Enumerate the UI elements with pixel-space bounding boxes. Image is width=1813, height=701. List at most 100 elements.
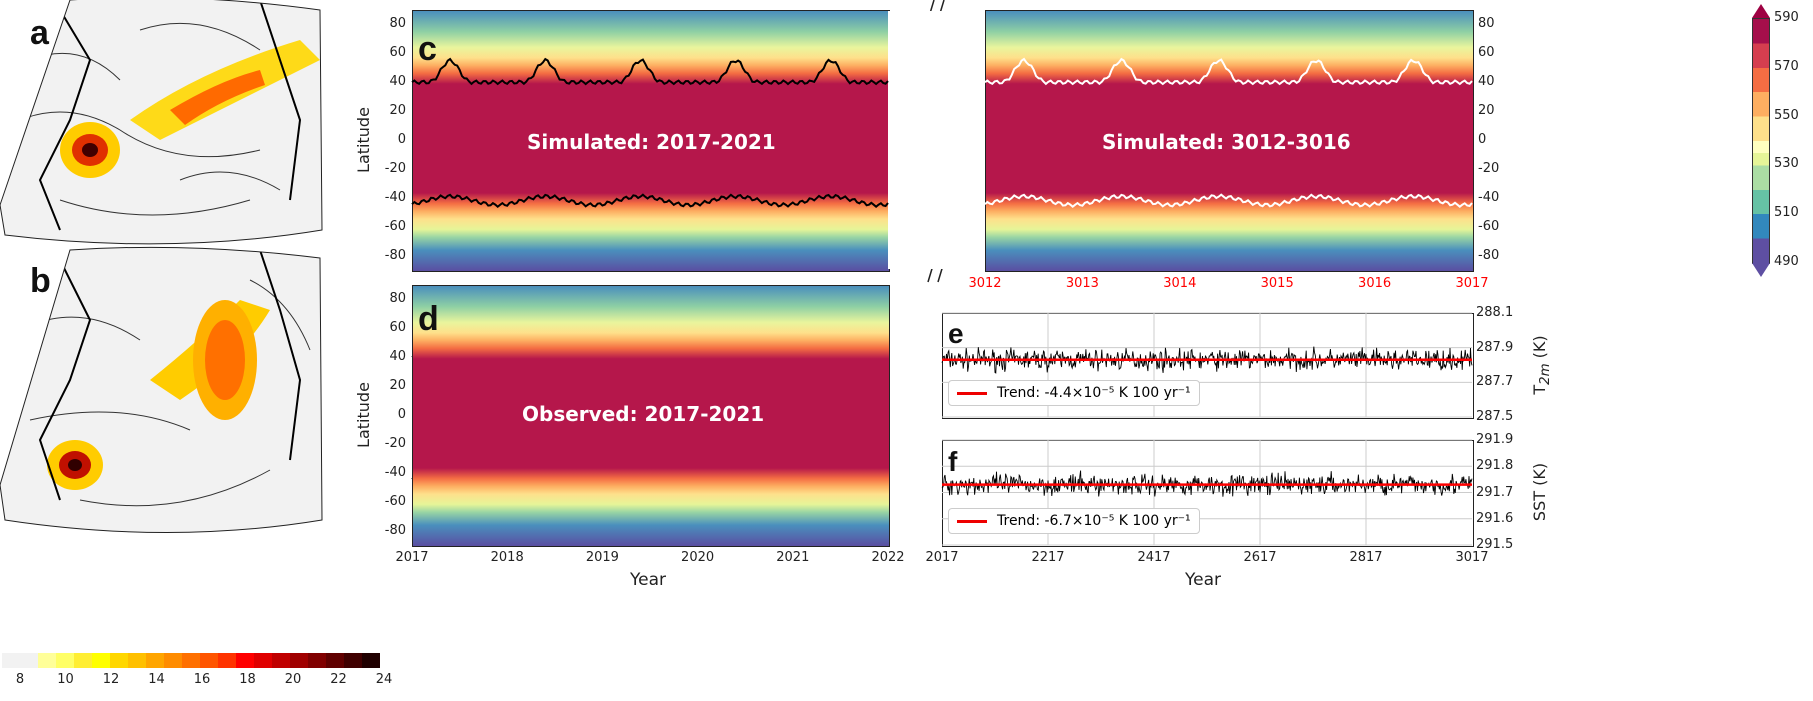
axis-break-marks (888, 0, 985, 283)
d-ytick: 0 (397, 407, 406, 422)
f-xtick: 2217 (1031, 550, 1065, 565)
windspeed-tick: 10 (57, 672, 74, 687)
c-xtick: 3014 (1163, 276, 1197, 291)
windspeed-color-bin (254, 653, 272, 668)
windspeed-color-bin (92, 653, 110, 668)
windspeed-tick: 18 (239, 672, 256, 687)
timeseries-e (942, 313, 1474, 419)
e-ytick: 287.9 (1476, 339, 1514, 355)
windspeed-color-bin (74, 653, 92, 668)
f-xtick: 3017 (1455, 550, 1489, 565)
windspeed-color-bin (200, 653, 218, 668)
c-right-ytick: -80 (1478, 247, 1500, 263)
e-ytick: 287.5 (1476, 409, 1514, 425)
f-ytick: 291.5 (1476, 537, 1514, 552)
c-xtick: 3015 (1260, 276, 1294, 291)
legend-e-text: Trend: -4.4×10⁻⁵ K 100 yr⁻¹ (997, 385, 1191, 401)
windspeed-color-bin (290, 653, 308, 668)
z500-colorbar-tick: 590 (1774, 10, 1799, 25)
d-xtick: 2020 (681, 550, 715, 565)
c-ytick: 40 (389, 74, 406, 90)
f-ytick: 291.9 (1476, 432, 1514, 447)
f-ytick: 291.8 (1476, 458, 1514, 474)
hovmoller-d (412, 285, 890, 547)
e-ylabel-sub: 2m (1538, 363, 1554, 385)
title-observed: Observed: 2017-2021 (522, 402, 765, 426)
c-ytick: 0 (397, 132, 406, 147)
f-ylabel: SST (K) (1530, 462, 1549, 522)
panel-label-b: b (30, 262, 51, 300)
z500-colorbar-tick: 550 (1774, 107, 1799, 123)
windspeed-tick: 12 (102, 672, 120, 687)
windspeed-color-bin (146, 653, 164, 668)
c-right-ytick: -60 (1478, 218, 1500, 234)
d-ytick: -20 (384, 435, 406, 451)
windspeed-colorbar (2, 653, 380, 668)
c-right-ytick: 80 (1478, 16, 1495, 32)
contour-line (984, 193, 1473, 208)
windspeed-color-bin (2, 653, 20, 668)
windspeed-color-bin (38, 653, 56, 668)
z500-colorbar-tick: 530 (1774, 156, 1799, 172)
windspeed-tick: 20 (284, 672, 302, 687)
legend-trend-swatch (957, 519, 987, 523)
c-ytick: 20 (389, 103, 406, 119)
colorbar-extend-max (1752, 4, 1770, 18)
f-xlabel: Year (1185, 570, 1221, 590)
z500-colorbar-tick: 570 (1774, 58, 1799, 74)
hovmoller-c-right (985, 10, 1474, 272)
windspeed-color-bin (218, 653, 236, 668)
contour-line (411, 193, 889, 209)
windspeed-color-bin (272, 653, 290, 668)
c-ytick: -80 (384, 247, 406, 263)
contour-line (984, 57, 1473, 86)
panel-label-f: f (948, 446, 958, 477)
e-ytick: 287.7 (1476, 374, 1514, 390)
c-xtick: 3013 (1065, 276, 1099, 291)
windspeed-color-bin (326, 653, 344, 668)
d-xlabel: Year (630, 570, 666, 590)
d-xtick: 2022 (871, 550, 905, 565)
windspeed-color-bin (344, 653, 362, 668)
c-ytick: -40 (384, 189, 406, 205)
f-xtick: 2017 (925, 550, 959, 565)
legend-f: Trend: -6.7×10⁻⁵ K 100 yr⁻¹ (948, 508, 1200, 534)
title-simulated-2017: Simulated: 2017-2021 (527, 130, 776, 154)
windspeed-tick: 8 (15, 672, 25, 687)
c-right-ytick: -20 (1478, 160, 1500, 176)
legend-f-text: Trend: -6.7×10⁻⁵ K 100 yr⁻¹ (997, 513, 1191, 529)
c-ytick: -60 (384, 218, 406, 234)
panel-label-d: d (418, 300, 439, 338)
contour-line (411, 57, 889, 86)
panel-label-c: c (418, 30, 437, 68)
z500-colorbar-tick: 510 (1774, 205, 1799, 221)
windspeed-tick: 16 (193, 672, 211, 687)
title-simulated-3012: Simulated: 3012-3016 (1102, 130, 1351, 154)
d-xtick: 2019 (585, 550, 619, 565)
colorbar-extend-min (1752, 263, 1770, 277)
panel-label-a: a (30, 14, 49, 52)
c-right-ytick: -40 (1478, 189, 1500, 205)
legend-trend-swatch (957, 391, 987, 395)
windspeed-color-bin (56, 653, 74, 668)
windspeed-tick: 14 (148, 672, 165, 687)
f-xtick: 2817 (1349, 550, 1383, 565)
d-ytick: -40 (384, 464, 406, 480)
windspeed-tick: 24 (375, 672, 393, 687)
windspeed-color-bin (362, 653, 380, 668)
windspeed-color-bin (182, 653, 200, 668)
map-panel-a (0, 0, 322, 244)
c-xtick: 3016 (1358, 276, 1392, 291)
panel-label-e: e (948, 318, 964, 349)
windspeed-color-bin (20, 653, 38, 668)
windspeed-color-bin (110, 653, 128, 668)
maps (0, 0, 323, 533)
d-xtick: 2021 (776, 550, 810, 565)
d-ytick: -80 (384, 522, 406, 538)
d-xtick: 2018 (490, 550, 524, 565)
d-ytick: -60 (384, 493, 406, 509)
d-ytick: 60 (389, 320, 406, 336)
d-ytick: 80 (389, 291, 406, 307)
c-right-ytick: 40 (1478, 74, 1495, 90)
